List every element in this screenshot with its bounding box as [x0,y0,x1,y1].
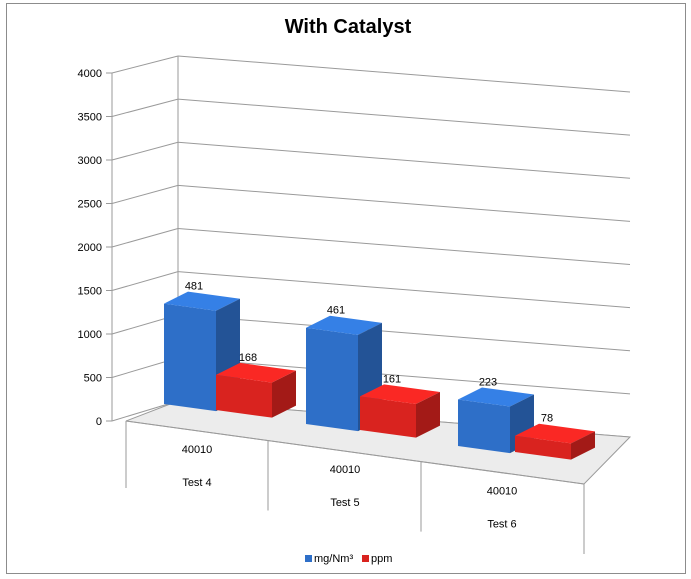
bar-top [164,291,240,311]
y-tick-label: 1500 [78,286,102,298]
gridline-side [111,141,179,161]
bar-top [306,315,382,335]
data-label: 78 [541,413,553,425]
legend-swatch [305,555,312,562]
y-tick-label: 3000 [78,155,102,167]
gridline [177,98,631,136]
category-label: Test 5 [330,497,359,509]
gridline-side [111,228,179,248]
bar-mg/Nm³-Test 4 [164,303,216,412]
y-tick-label: 2500 [78,199,102,211]
category-sublabel: 40010 [487,486,518,498]
category-sublabel: 40010 [330,464,361,476]
gridline [177,141,631,179]
x-axis-line [125,420,585,485]
legend-swatch [362,555,369,562]
legend: mg/Nm³ ppm [305,553,392,565]
bars [164,291,595,460]
y-tick-label: 0 [96,416,102,428]
gridline-side [111,55,179,74]
gridline [177,314,631,352]
y-tick-label: 1000 [78,329,102,341]
bar-top [216,362,296,383]
bar-side [272,370,296,418]
gridline [177,184,631,222]
data-label: 481 [185,281,203,293]
bar-mg/Nm³-Test 5 [306,327,358,432]
y-tick-label: 500 [84,373,102,385]
data-label: 161 [383,373,401,385]
bar-mg/Nm³-Test 6 [458,399,510,454]
data-label: 461 [327,305,345,317]
bar-ppm-Test 5 [360,396,416,438]
bar-ppm-Test 4 [216,374,272,418]
data-labels: 481 168 461 161 223 78 [185,281,553,425]
legend-label: mg/Nm³ [314,553,353,565]
gridline [177,271,631,309]
category-label: Test 4 [182,477,211,489]
chart-floor [125,400,632,554]
bar-ppm-Test 6 [515,435,571,460]
bar-top [458,387,534,407]
y-tick-label: 3500 [78,112,102,124]
data-label: 223 [479,376,497,388]
category-sublabel: 40010 [182,444,213,456]
gridline [177,357,631,395]
y-tick-label: 4000 [78,68,102,80]
category-labels: 40010 Test 4 40010 Test 5 40010 Test 6 [182,444,518,531]
chart-title: With Catalyst [285,16,412,38]
gridline [177,55,631,93]
category-label: Test 6 [487,519,516,531]
data-label: 168 [239,352,257,364]
gridline-side [111,271,179,291]
bar-top [360,384,440,405]
y-tick-label: 2000 [78,242,102,254]
gridline-side [111,184,179,204]
bar-side [571,431,595,460]
bar-top [515,423,595,444]
gridline [177,228,631,265]
bar-side [416,392,440,438]
gridline-side [111,98,179,117]
legend-label: ppm [371,553,392,565]
y-axis-ticks: 0 500 1000 1500 2000 2500 3000 3500 4000 [78,68,112,428]
